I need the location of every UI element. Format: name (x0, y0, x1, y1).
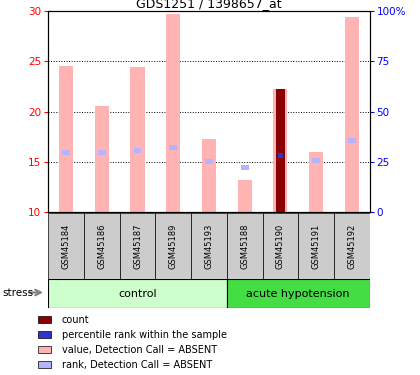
Text: GSM45192: GSM45192 (347, 224, 356, 268)
Title: GDS1251 / 1398657_at: GDS1251 / 1398657_at (136, 0, 282, 10)
Text: count: count (62, 315, 89, 325)
Bar (334, 213, 370, 279)
Bar (120, 213, 155, 279)
Text: GSM45188: GSM45188 (240, 223, 249, 269)
Text: GSM45191: GSM45191 (312, 224, 320, 268)
Bar (205, 159, 213, 164)
Bar (48, 279, 227, 308)
Bar (276, 153, 284, 158)
Bar (241, 165, 249, 170)
Text: GSM45193: GSM45193 (205, 224, 213, 268)
Text: GSM45189: GSM45189 (169, 224, 178, 268)
Text: acute hypotension: acute hypotension (247, 289, 350, 299)
Bar (227, 213, 262, 279)
Bar (227, 279, 370, 308)
Text: GSM45186: GSM45186 (97, 223, 106, 269)
Bar (37, 316, 51, 323)
Bar (276, 90, 285, 212)
Bar (345, 17, 359, 212)
Text: GSM45184: GSM45184 (62, 224, 71, 268)
Bar (169, 146, 177, 150)
Bar (62, 150, 70, 155)
Bar (155, 213, 191, 279)
Bar (98, 150, 106, 155)
Text: rank, Detection Call = ABSENT: rank, Detection Call = ABSENT (62, 360, 212, 369)
Text: GSM45187: GSM45187 (133, 223, 142, 269)
Bar (37, 346, 51, 353)
Bar (238, 180, 252, 212)
Bar (348, 138, 356, 143)
Bar (37, 361, 51, 368)
Bar (309, 152, 323, 212)
Bar (166, 14, 181, 212)
Bar (37, 331, 51, 338)
Bar (95, 105, 109, 212)
Bar (130, 68, 144, 212)
Bar (262, 213, 298, 279)
Bar (312, 159, 320, 163)
Bar (202, 139, 216, 212)
Bar (191, 213, 227, 279)
Bar (84, 213, 120, 279)
Text: value, Detection Call = ABSENT: value, Detection Call = ABSENT (62, 345, 217, 355)
Bar (278, 153, 283, 159)
Bar (298, 213, 334, 279)
Bar (273, 90, 288, 212)
Text: percentile rank within the sample: percentile rank within the sample (62, 330, 226, 340)
Bar (48, 213, 84, 279)
Text: control: control (118, 289, 157, 299)
Text: GSM45190: GSM45190 (276, 224, 285, 268)
Bar (59, 66, 74, 212)
Bar (134, 148, 142, 153)
Text: stress: stress (2, 288, 33, 298)
